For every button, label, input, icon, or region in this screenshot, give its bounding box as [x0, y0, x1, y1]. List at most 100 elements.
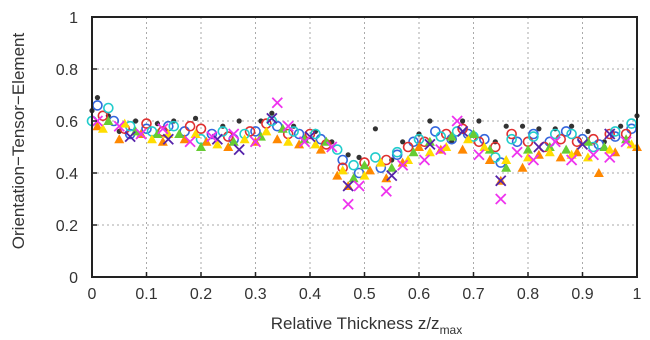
- data-point-triangle: [468, 129, 479, 138]
- data-point-circle: [609, 131, 621, 142]
- data-point-triangle: [544, 147, 555, 157]
- data-point-triangle: [174, 129, 185, 138]
- data-point-triangle: [544, 142, 555, 151]
- data-point-cross: [435, 143, 447, 156]
- data-point-cross: [527, 154, 540, 166]
- data-point-circle: [103, 102, 114, 114]
- y-tick-label: 0.6: [56, 114, 78, 131]
- data-point-triangle: [501, 162, 512, 172]
- data-point-dot: [133, 118, 139, 124]
- data-point-dot: [519, 123, 526, 129]
- data-point-triangle: [310, 139, 321, 149]
- data-markers: [86, 95, 642, 210]
- data-point-triangle: [555, 152, 566, 162]
- data-point-triangle: [599, 142, 610, 151]
- data-point-circle: [370, 152, 381, 163]
- data-point-dot: [236, 118, 242, 124]
- data-point-circle: [337, 154, 349, 166]
- data-point-cross: [298, 136, 311, 148]
- x-axis-label-subscript: max: [440, 323, 463, 337]
- data-point-circle: [266, 115, 278, 127]
- data-point-circle: [609, 126, 621, 137]
- data-point-circle: [288, 126, 299, 137]
- tick-labels: 0 0.1 0.2 0.3 0.4 0.5 0.6 0.7 0.8 0.9 1 0 0.2 0.4 0.6 0…: [56, 10, 642, 303]
- data-point-triangle: [201, 136, 212, 146]
- data-point-triangle: [463, 134, 474, 144]
- data-point-circle: [206, 128, 218, 140]
- data-point-dot: [503, 123, 509, 129]
- data-point-triangle: [114, 134, 125, 144]
- data-point-triangle: [484, 155, 495, 164]
- data-point-cross: [511, 146, 523, 158]
- data-point-triangle: [272, 134, 283, 144]
- data-point-cross: [124, 130, 136, 143]
- data-point-circle: [408, 136, 419, 148]
- data-point-triangle: [97, 123, 108, 133]
- data-point-circle: [168, 120, 180, 132]
- data-point-circle: [473, 136, 485, 148]
- data-point-cross: [620, 136, 632, 148]
- data-point-cross: [418, 154, 431, 166]
- x-tick-label: 1: [633, 286, 642, 303]
- data-point-triangle: [228, 136, 239, 146]
- data-point-cross: [326, 141, 338, 153]
- data-point-dot: [269, 110, 275, 116]
- data-point-cross: [228, 128, 240, 140]
- data-point-triangle: [457, 144, 468, 154]
- data-point-cross: [342, 198, 354, 210]
- data-point-circle: [293, 128, 305, 140]
- data-point-cross: [495, 175, 507, 187]
- data-point-circle: [97, 110, 109, 122]
- data-point-circle: [457, 123, 468, 135]
- x-tick-label: 0.4: [299, 286, 321, 303]
- data-point-dot: [476, 118, 482, 124]
- data-point-circle: [566, 128, 577, 140]
- data-point-circle: [217, 126, 229, 137]
- data-point-triangle: [626, 139, 637, 149]
- data-point-dot: [585, 128, 591, 134]
- data-point-cross: [162, 133, 174, 145]
- data-point-cross: [380, 185, 392, 197]
- data-point-cross: [353, 180, 365, 192]
- data-point-cross: [495, 193, 507, 205]
- data-point-circle: [549, 128, 561, 140]
- data-point-triangle: [359, 170, 370, 180]
- x-axis-label-main: Relative Thickness z/z: [271, 314, 440, 333]
- data-point-cross: [424, 138, 436, 151]
- data-point-circle: [391, 146, 403, 158]
- data-point-circle: [402, 141, 414, 153]
- data-point-cross: [157, 123, 169, 135]
- data-point-triangle: [604, 144, 615, 154]
- data-point-circle: [560, 126, 572, 137]
- data-point-triangle: [190, 129, 201, 138]
- data-point-cross: [587, 149, 600, 161]
- y-tick-label: 0: [69, 270, 78, 287]
- data-point-triangle: [294, 139, 305, 149]
- data-point-triangle: [424, 147, 435, 157]
- data-point-triangle: [348, 173, 359, 183]
- data-point-cross: [266, 112, 278, 125]
- data-point-circle: [141, 123, 152, 135]
- data-point-triangle: [119, 118, 130, 128]
- data-point-circle: [92, 100, 103, 111]
- data-point-cross: [206, 130, 218, 143]
- data-point-cross: [604, 128, 616, 140]
- x-tick-label: 0.5: [353, 286, 375, 303]
- data-point-triangle: [375, 157, 386, 167]
- y-axis-label: Orientation−Tensor−Element: [9, 33, 28, 250]
- data-point-triangle: [223, 142, 234, 151]
- y-tick-label: 0.2: [56, 218, 78, 235]
- data-point-cross: [113, 120, 125, 132]
- data-point-cross: [565, 154, 578, 166]
- data-point-circle: [195, 123, 207, 135]
- data-point-triangle: [299, 134, 310, 144]
- x-tick-label: 0.3: [244, 286, 266, 303]
- data-point-circle: [506, 128, 517, 140]
- data-point-cross: [456, 125, 469, 138]
- data-point-triangle: [283, 136, 294, 146]
- data-point-triangle: [479, 142, 490, 151]
- data-point-circle: [430, 126, 441, 137]
- data-point-triangle: [414, 142, 424, 151]
- x-tick-label: 0.8: [517, 286, 539, 303]
- data-point-triangle: [146, 134, 157, 144]
